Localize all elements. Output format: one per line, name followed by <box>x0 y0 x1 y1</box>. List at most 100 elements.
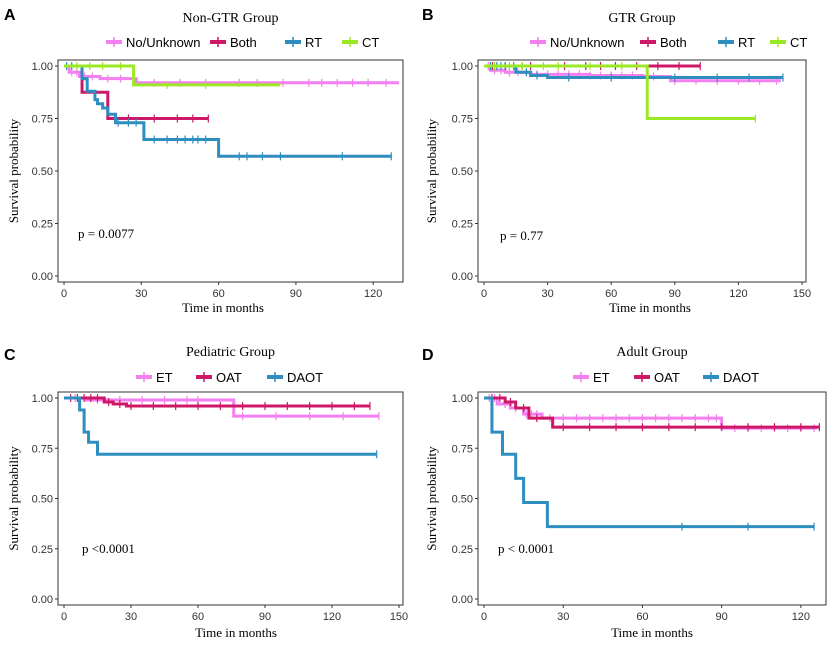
x-tick-label: 60 <box>636 611 648 623</box>
panel-letter: B <box>422 7 434 24</box>
y-tick-label: 0.25 <box>452 544 473 556</box>
legend-item-no-unknown: No/Unknown <box>530 35 624 50</box>
x-tick-label: 0 <box>481 288 487 300</box>
x-tick-label: 30 <box>135 288 147 300</box>
panel-c: C Pediatric Group ET OAT DAOT 0.00 0.25 0.50 0.7… <box>4 345 408 640</box>
legend-label: ET <box>593 370 610 385</box>
series-rt <box>64 62 392 161</box>
survival-curve <box>64 64 392 158</box>
legend-label: DAOT <box>287 370 323 385</box>
legend-label: OAT <box>654 370 680 385</box>
x-axis-label: Time in months <box>182 300 264 315</box>
x-tick-label: 120 <box>364 288 382 300</box>
legend-label: DAOT <box>723 370 759 385</box>
y-axis-label: Survival probability <box>424 446 439 551</box>
y-tick-label: 0.25 <box>32 544 53 556</box>
legend-item-both: Both <box>640 35 687 50</box>
panel-letter: A <box>4 7 16 24</box>
x-tick-label: 0 <box>61 611 67 623</box>
y-axis-label: Survival probability <box>6 118 21 223</box>
survival-curve <box>64 396 370 408</box>
survival-curve <box>64 64 281 87</box>
legend-label: CT <box>362 35 379 50</box>
plot-frame <box>477 391 827 606</box>
survival-curve <box>64 64 209 120</box>
legend-item-both: Both <box>210 35 257 50</box>
series-oat <box>484 394 820 432</box>
survival-curve <box>484 396 820 429</box>
x-tick-label: 150 <box>793 288 811 300</box>
legend-item-ct: CT <box>342 35 379 50</box>
y-tick-label: 0.25 <box>32 219 53 231</box>
x-tick-label: 90 <box>716 611 728 623</box>
y-tick-label: 0.75 <box>452 114 473 126</box>
survival-curve <box>64 64 399 85</box>
legend-item-rt: RT <box>718 35 755 50</box>
legend-item-no-unknown: No/Unknown <box>106 35 200 50</box>
survival-curve <box>484 396 815 529</box>
chart-title: Pediatric Group <box>186 345 275 360</box>
y-tick-label: 0.75 <box>452 443 473 455</box>
chart-title: Non-GTR Group <box>182 11 278 26</box>
y-axis-label: Survival probability <box>6 446 21 551</box>
legend-label: CT <box>790 35 807 50</box>
y-tick-label: 0.50 <box>452 166 473 178</box>
survival-curve <box>484 396 817 430</box>
p-value: p <0.0001 <box>82 541 135 556</box>
legend-item-daot: DAOT <box>703 370 759 385</box>
y-tick-label: 0.75 <box>32 443 53 455</box>
legend-label: RT <box>738 35 755 50</box>
plot-frame <box>477 59 807 283</box>
chart-title: GTR Group <box>608 11 675 26</box>
panel-letter: D <box>422 347 434 364</box>
x-axis-label: Time in months <box>609 300 691 315</box>
panel-letter: C <box>4 347 16 364</box>
legend-item-ct: CT <box>770 35 807 50</box>
chart-title: Adult Group <box>616 345 687 360</box>
legend-item-daot: DAOT <box>267 370 323 385</box>
series-oat <box>64 394 371 411</box>
y-tick-label: 0.75 <box>32 114 53 126</box>
y-tick-label: 0.50 <box>452 494 473 506</box>
x-tick-label: 60 <box>605 288 617 300</box>
panel-d: D Adult Group ET OAT DAOT 0.00 0.25 0.50 0.75 1.0… <box>422 345 827 640</box>
plot-frame <box>57 59 404 283</box>
y-tick-label: 0.00 <box>452 594 473 606</box>
x-tick-label: 150 <box>390 611 408 623</box>
series-both <box>64 64 209 123</box>
x-axis-label: Time in months <box>611 625 693 640</box>
x-tick-label: 60 <box>212 288 224 300</box>
legend-label: OAT <box>216 370 242 385</box>
y-tick-label: 0.50 <box>32 166 53 178</box>
series-ct <box>64 62 281 89</box>
x-tick-label: 30 <box>541 288 553 300</box>
y-tick-label: 0.00 <box>32 271 53 283</box>
x-tick-label: 0 <box>481 611 487 623</box>
p-value: p < 0.0001 <box>498 541 554 556</box>
x-tick-label: 120 <box>792 611 810 623</box>
p-value: p = 0.77 <box>500 228 544 243</box>
series-daot <box>484 396 815 531</box>
legend-item-rt: RT <box>285 35 322 50</box>
x-axis-label: Time in months <box>195 625 277 640</box>
x-tick-label: 60 <box>192 611 204 623</box>
survival-curve <box>64 396 377 456</box>
legend-label: No/Unknown <box>550 35 624 50</box>
x-tick-label: 0 <box>61 288 67 300</box>
x-tick-label: 90 <box>290 288 302 300</box>
series-daot <box>64 396 378 459</box>
series-ct <box>484 62 756 123</box>
x-tick-label: 30 <box>125 611 137 623</box>
x-tick-label: 90 <box>259 611 271 623</box>
legend-item-et: ET <box>573 370 610 385</box>
panel-b: B GTR Group No/Unknown Both RT CT 0.00 0.25 0.50… <box>422 7 811 315</box>
x-tick-label: 90 <box>669 288 681 300</box>
y-tick-label: 0.50 <box>32 494 53 506</box>
legend-label: No/Unknown <box>126 35 200 50</box>
y-tick-label: 0.00 <box>452 271 473 283</box>
y-tick-label: 1.00 <box>452 393 473 405</box>
y-tick-label: 1.00 <box>32 61 53 73</box>
panel-a: A Non-GTR Group No/Unknown Both RT CT 0.00 0.25… <box>4 7 404 315</box>
legend-label: Both <box>230 35 257 50</box>
